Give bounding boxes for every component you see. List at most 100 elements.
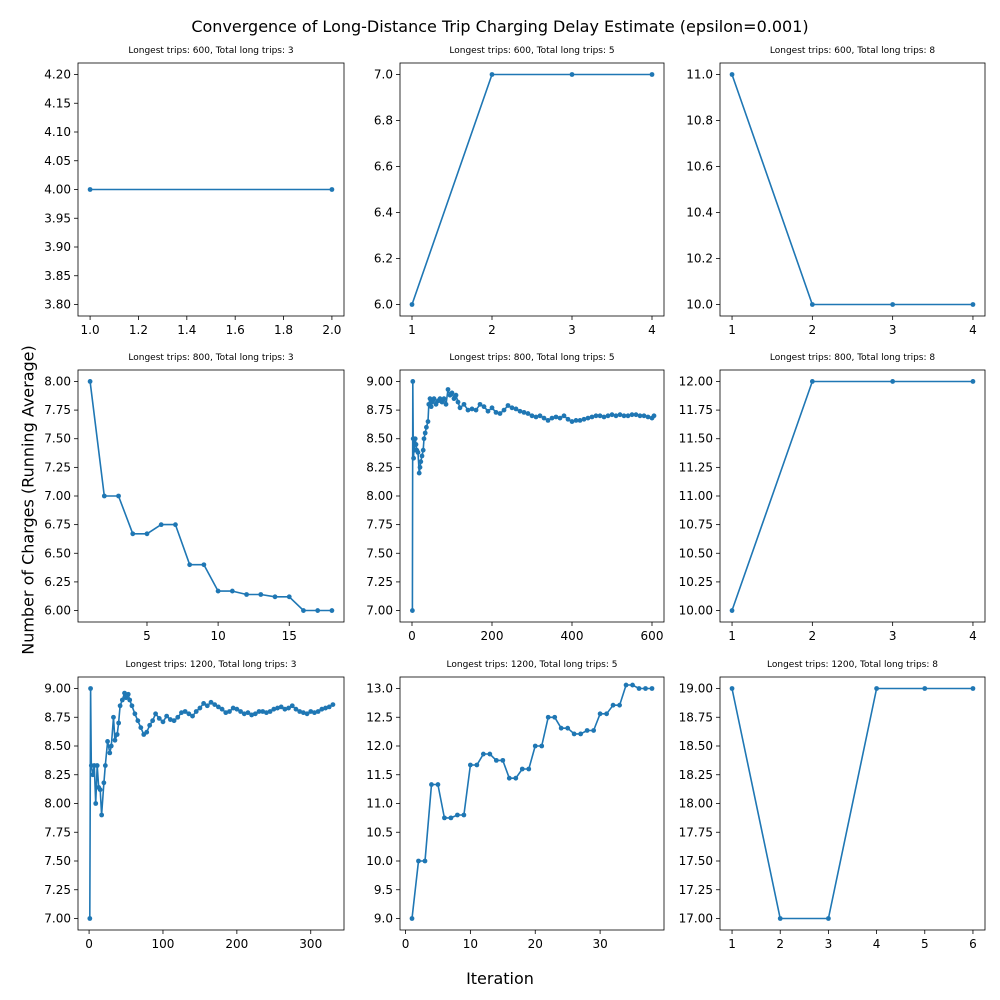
- data-point: [729, 608, 735, 613]
- data-point: [150, 718, 156, 724]
- data-point: [329, 608, 335, 613]
- x-tick-label: 3: [889, 629, 897, 643]
- x-tick-label: 3: [568, 323, 576, 337]
- data-point: [480, 751, 486, 757]
- data-point: [809, 379, 815, 384]
- axes-frame: [77, 62, 345, 317]
- x-tick-label: 1.0: [81, 323, 100, 337]
- data-point: [267, 709, 273, 714]
- data-point: [90, 772, 96, 778]
- data-point: [578, 731, 584, 737]
- data-point: [289, 703, 295, 709]
- data-point: [448, 815, 454, 821]
- data-point: [497, 411, 503, 416]
- y-tick-label: 11.0: [686, 68, 713, 82]
- y-tick-label: 6.00: [44, 604, 71, 618]
- data-point: [617, 702, 622, 708]
- y-tick-label: 7.25: [366, 575, 393, 589]
- data-point: [223, 710, 229, 716]
- y-tick-label: 3.90: [44, 240, 71, 254]
- y-tick-label: 6.6: [374, 160, 393, 174]
- data-point: [227, 709, 232, 714]
- subplot-title: Longest trips: 800, Total long trips: 3: [128, 353, 293, 363]
- data-point: [175, 714, 181, 720]
- data-point: [117, 703, 123, 709]
- y-tick-label: 7.75: [44, 403, 71, 417]
- data-point: [164, 713, 170, 719]
- y-tick-label: 8.75: [44, 710, 71, 724]
- x-tick-label: 2: [776, 937, 784, 951]
- y-tick-label: 18.25: [679, 768, 713, 782]
- data-point: [422, 858, 428, 864]
- y-tick-label: 3.80: [44, 298, 71, 312]
- data-point: [421, 436, 427, 442]
- y-tick-label: 6.0: [374, 298, 393, 312]
- data-point: [135, 718, 141, 724]
- y-tick-label: 11.75: [679, 403, 713, 417]
- y-tick-label: 10.4: [686, 206, 713, 220]
- data-point: [922, 686, 928, 691]
- subplot-title: Longest trips: 1200, Total long trips: 8: [767, 660, 938, 670]
- data-point: [410, 608, 415, 613]
- data-point: [506, 775, 512, 781]
- data-point: [729, 686, 735, 691]
- data-point: [441, 396, 447, 402]
- data-point: [649, 686, 655, 691]
- y-tick-label: 4.20: [44, 68, 71, 82]
- data-point: [101, 780, 107, 786]
- y-tick-label: 6.25: [44, 575, 71, 589]
- data-point: [561, 413, 567, 419]
- data-point: [153, 711, 158, 717]
- data-point: [493, 409, 499, 415]
- data-point: [970, 302, 976, 307]
- x-tick-label: 20: [528, 937, 543, 951]
- y-tick-label: 8.00: [366, 489, 393, 503]
- y-tick-label: 10.75: [679, 518, 713, 532]
- data-point: [777, 916, 783, 921]
- subplot-3: Longest trips: 600, Total long trips: 8 1…: [686, 46, 986, 337]
- x-tick-label: 1: [728, 937, 736, 951]
- data-point: [93, 801, 99, 806]
- data-point: [119, 697, 125, 703]
- data-point: [557, 415, 563, 421]
- y-tick-label: 7.50: [44, 854, 71, 868]
- data-point: [630, 682, 635, 688]
- data-point: [158, 522, 164, 528]
- data-point: [304, 711, 310, 717]
- data-point: [417, 464, 423, 470]
- y-tick-label: 8.75: [366, 403, 393, 417]
- x-tick-label: 400: [561, 629, 584, 643]
- subplot-title: Longest trips: 800, Total long trips: 5: [449, 353, 614, 363]
- data-point: [489, 405, 495, 411]
- figure-title: Convergence of Long-Distance Trip Chargi…: [191, 17, 809, 36]
- y-tick-label: 6.4: [374, 206, 393, 220]
- axes-frame: [77, 369, 345, 623]
- y-tick-label: 7.75: [44, 825, 71, 839]
- y-tick-label: 10.00: [679, 604, 713, 618]
- y-tick-label: 11.50: [679, 432, 713, 446]
- data-point: [500, 757, 506, 763]
- x-tick-label: 30: [592, 937, 607, 951]
- series-line: [89, 687, 334, 919]
- x-tick-label: 4: [873, 937, 881, 951]
- x-tick-label: 1.2: [129, 323, 148, 337]
- data-point: [513, 775, 519, 781]
- data-point: [489, 72, 495, 77]
- y-tick-label: 9.0: [374, 912, 393, 926]
- data-point: [87, 187, 93, 192]
- y-tick-label: 8.25: [366, 460, 393, 474]
- data-point: [301, 608, 306, 613]
- axes-frame: [719, 369, 986, 623]
- y-tick-label: 7.75: [366, 518, 393, 532]
- y-tick-label: 8.50: [366, 432, 393, 446]
- data-point: [264, 710, 269, 716]
- x-tick-label: 100: [152, 937, 175, 951]
- data-point: [413, 442, 419, 447]
- y-tick-label: 7.50: [44, 432, 71, 446]
- data-point: [651, 413, 657, 419]
- data-point: [300, 710, 306, 716]
- series-line: [731, 687, 973, 920]
- data-point: [465, 407, 471, 413]
- data-point: [461, 401, 467, 407]
- x-tick-label: 300: [299, 937, 322, 951]
